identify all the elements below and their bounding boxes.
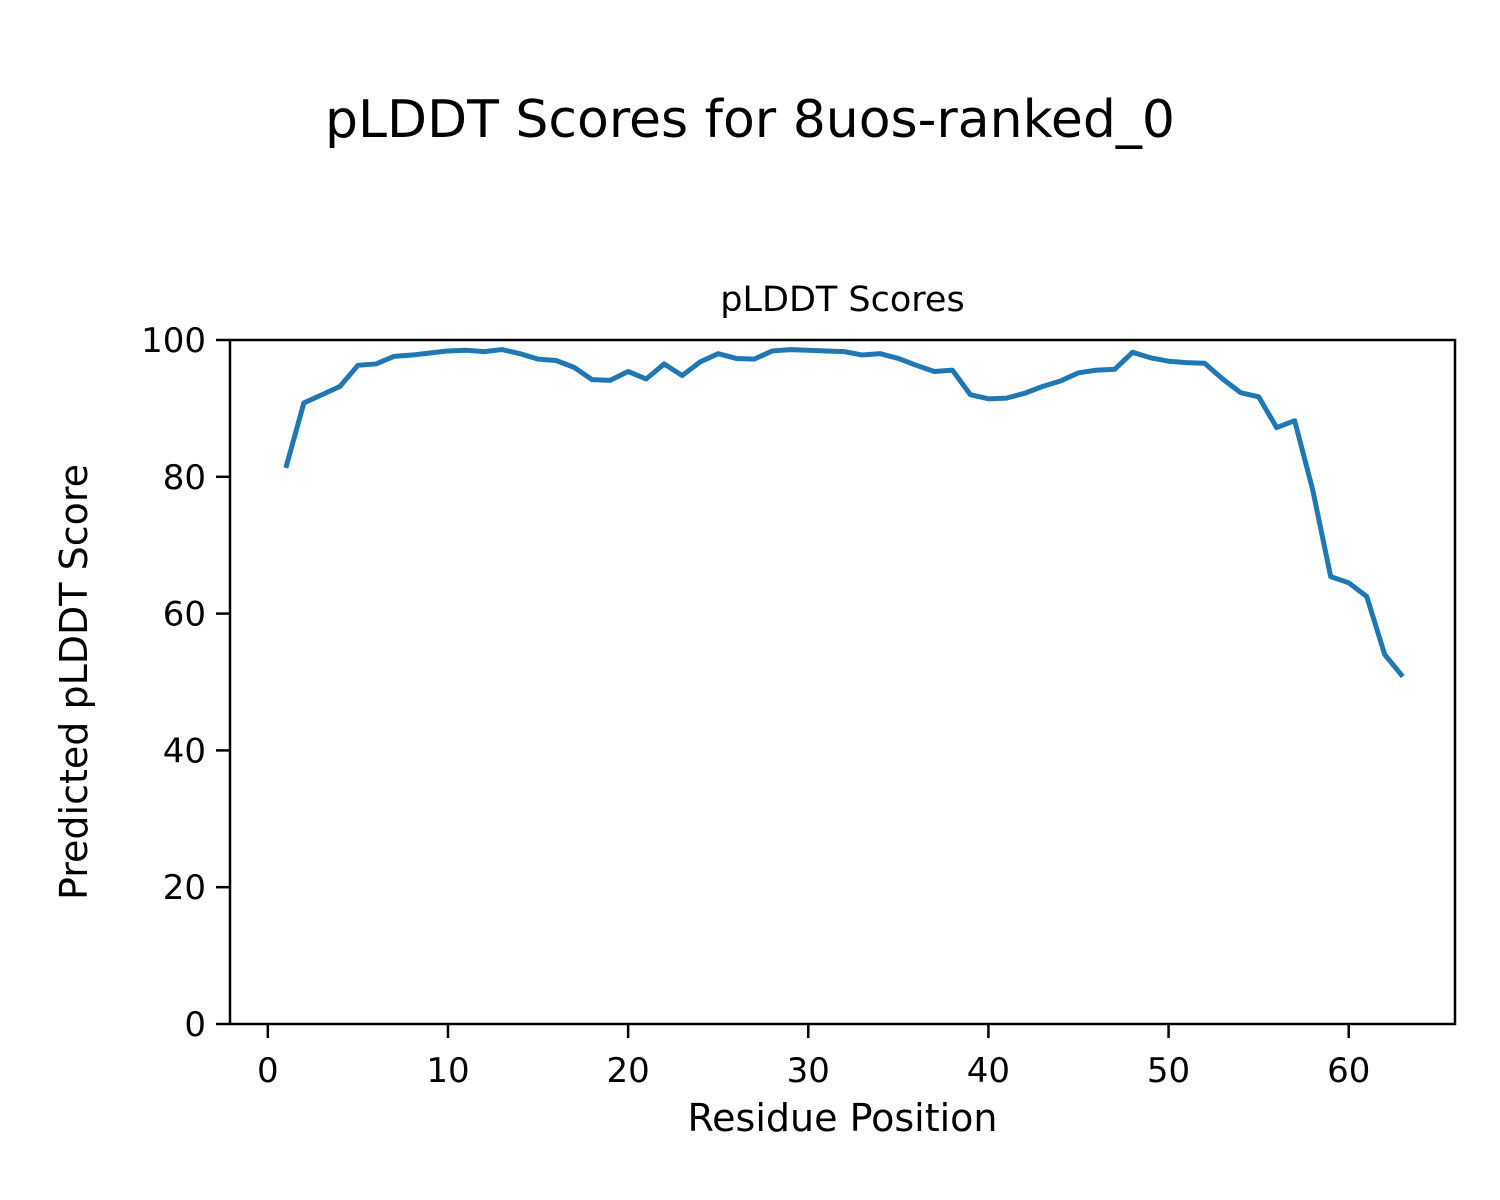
x-tick-label: 50 bbox=[1147, 1051, 1190, 1091]
y-tick-label: 60 bbox=[163, 595, 206, 635]
x-tick-label: 30 bbox=[787, 1051, 830, 1091]
y-tick-label: 0 bbox=[184, 1005, 206, 1045]
axes-title: pLDDT Scores bbox=[720, 280, 965, 320]
y-tick-label: 100 bbox=[141, 321, 206, 361]
x-tick-label: 40 bbox=[967, 1051, 1010, 1091]
x-tick-label: 10 bbox=[426, 1051, 469, 1091]
x-tick-label: 20 bbox=[606, 1051, 649, 1091]
x-axis-label: Residue Position bbox=[687, 1096, 998, 1140]
x-tick-label: 60 bbox=[1327, 1051, 1370, 1091]
y-tick-label: 40 bbox=[163, 731, 206, 771]
plot-border bbox=[228, 338, 1457, 1026]
figure-title: pLDDT Scores for 8uos-ranked_0 bbox=[325, 90, 1175, 150]
plddt-line bbox=[283, 347, 1405, 679]
y-tick-label: 80 bbox=[163, 458, 206, 498]
y-tick-label: 20 bbox=[163, 868, 206, 908]
x-tick-label: 0 bbox=[257, 1051, 279, 1091]
